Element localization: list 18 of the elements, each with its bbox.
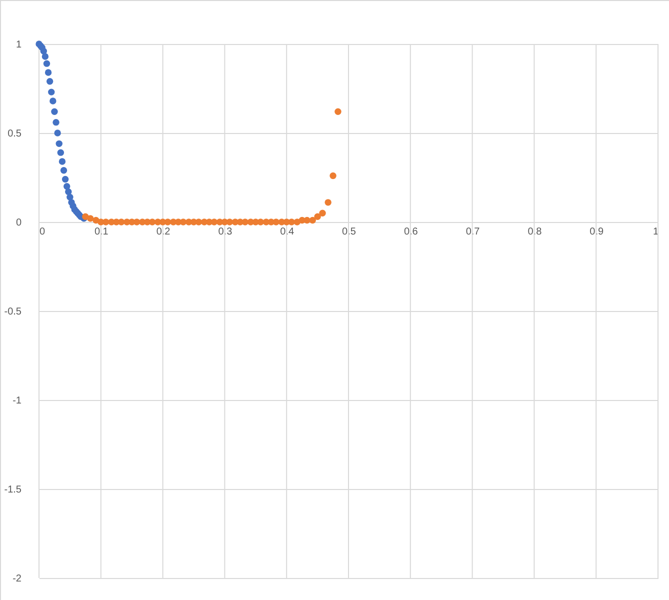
x-tick-label: 0.3 (218, 226, 233, 238)
y-tick-label: 0 (16, 218, 22, 228)
x-tick-label: 0.1 (94, 226, 109, 238)
y-tick-label: -2 (12, 574, 22, 584)
x-tick-label: 0.6 (404, 226, 418, 238)
x-tick-label: 1 (652, 226, 659, 238)
y-tick-label: 0.5 (8, 128, 22, 140)
y-tick-label: -0.5 (4, 306, 22, 318)
x-tick-label: 0.2 (156, 226, 171, 238)
x-tick-label: 0 (40, 226, 46, 238)
y-tick-label: -1.5 (4, 484, 22, 496)
x-tick-label: 0.5 (342, 226, 356, 238)
x-tick-label: 0.8 (528, 226, 542, 238)
y-tick-label: 1 (16, 40, 22, 50)
x-tick-label: 0.7 (466, 226, 480, 238)
y-tick-label: -1 (12, 396, 22, 406)
x-tick-label: 0.4 (280, 226, 294, 238)
x-tick-label: 0.9 (590, 226, 604, 238)
